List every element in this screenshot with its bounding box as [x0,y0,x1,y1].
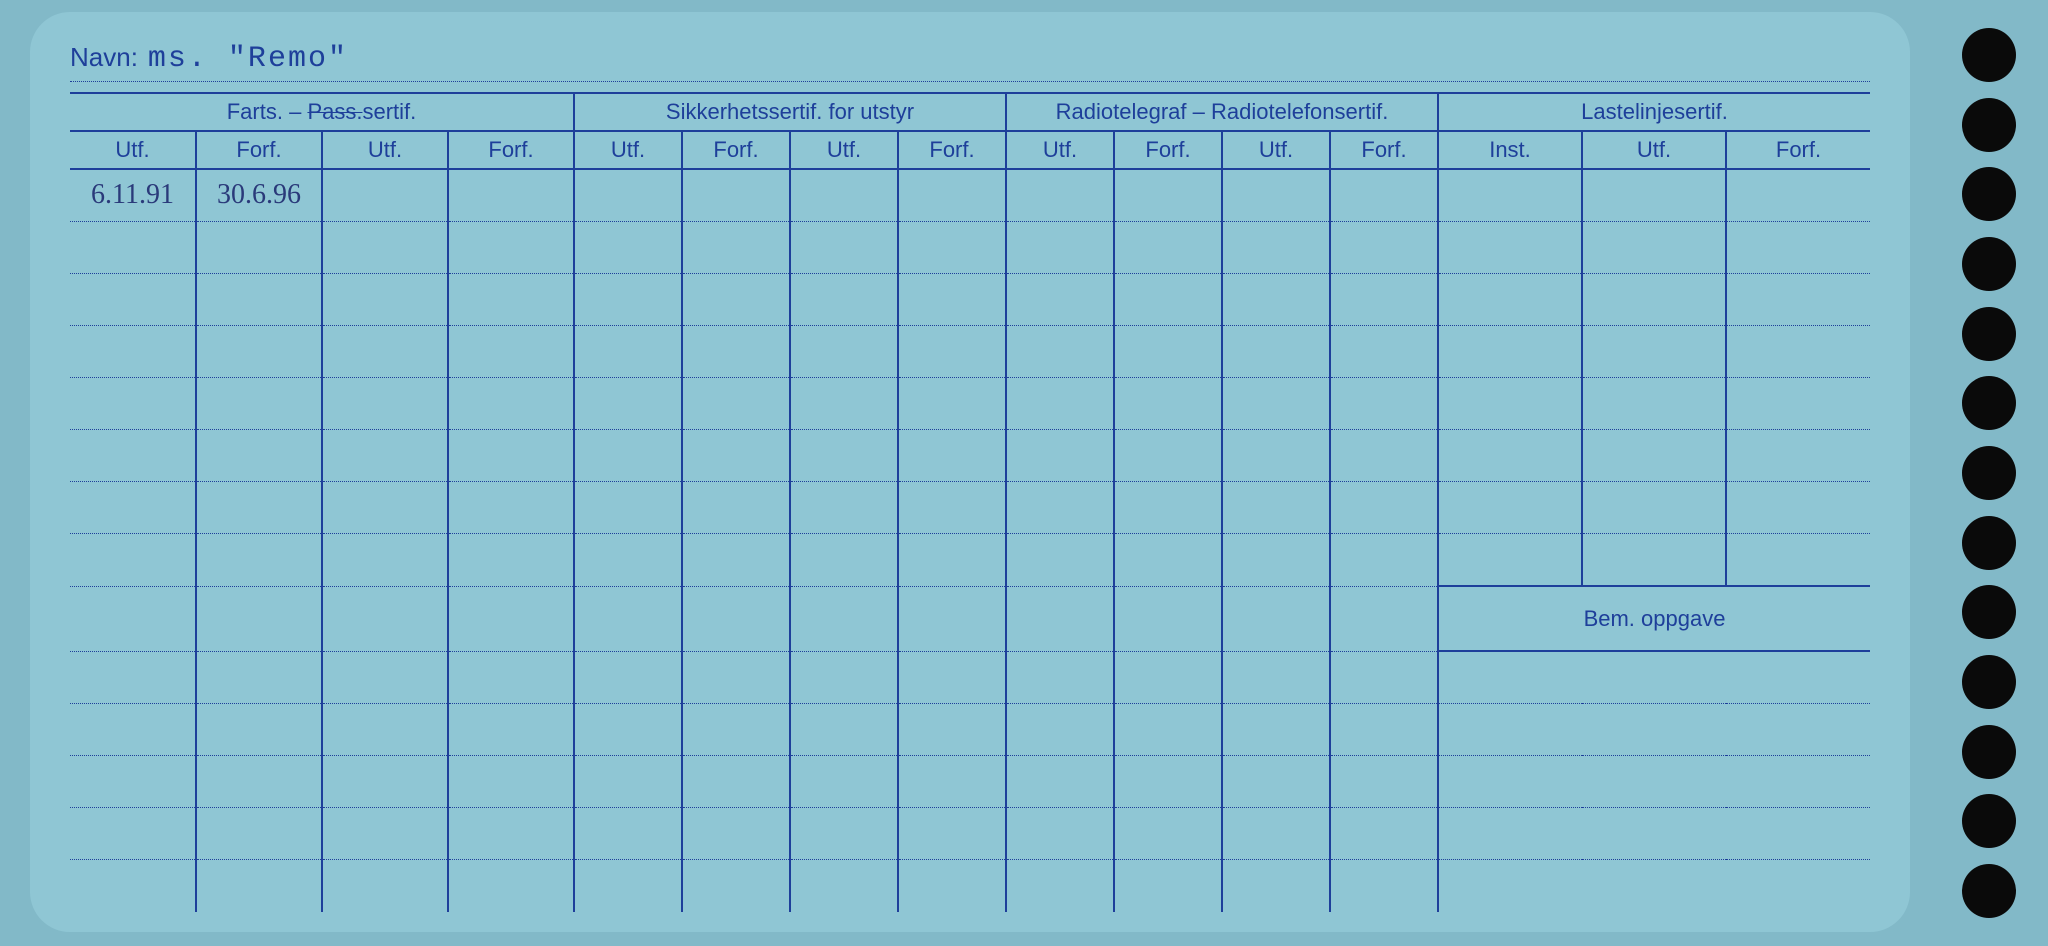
punch-hole-icon [1962,655,2016,709]
punch-hole-icon [1962,725,2016,779]
index-card: Navn: ms. "Remo" Farts. – Pass.sertif. [30,12,1910,932]
col-h: Forf. [1726,131,1870,169]
col-h: Utf. [1006,131,1114,169]
group-sikkerhet: Sikkerhetssertif. for utstyr [574,93,1006,131]
punch-hole-icon [1962,585,2016,639]
cell [1222,169,1330,221]
certificate-grid: Farts. – Pass.sertif. Sikkerhetssertif. … [70,92,1870,912]
table-row [70,534,1870,586]
cell: 30.6.96 [196,169,322,221]
col-h: Forf. [682,131,790,169]
navn-label: Navn: [70,42,138,73]
cell [1114,169,1222,221]
col-h: Utf. [70,131,196,169]
punch-hole-icon [1962,794,2016,848]
table-row [70,860,1870,912]
punch-hole-icon [1962,376,2016,430]
col-h: Utf. [1582,131,1726,169]
table-row [70,221,1870,273]
col-h: Forf. [196,131,322,169]
punch-hole-icon [1962,307,2016,361]
punch-hole-icon [1962,167,2016,221]
cell [682,169,790,221]
punch-hole-icon [1962,237,2016,291]
table-row [70,378,1870,430]
col-h: Utf. [790,131,898,169]
navn-row: Navn: ms. "Remo" [70,42,1870,82]
bem-oppgave-label: Bem. oppgave [1438,586,1870,651]
cell [898,169,1006,221]
cell [1726,169,1870,221]
table-row [70,482,1870,534]
col-h: Forf. [1330,131,1438,169]
group-header-row: Farts. – Pass.sertif. Sikkerhetssertif. … [70,93,1870,131]
col-h: Forf. [448,131,574,169]
punch-holes [1962,28,2022,918]
table-row [70,325,1870,377]
punch-hole-icon [1962,28,2016,82]
punch-hole-icon [1962,516,2016,570]
cell [1582,169,1726,221]
punch-hole-icon [1962,446,2016,500]
table-row [70,703,1870,755]
cell [1330,169,1438,221]
bem-row: Bem. oppgave [70,586,1870,651]
navn-value: ms. "Remo" [148,42,348,76]
group-radio: Radiotelegraf – Radiotelefonsertif. [1006,93,1438,131]
punch-hole-icon [1962,864,2016,918]
cell: 6.11.91 [70,169,196,221]
col-h: Forf. [1114,131,1222,169]
cell [322,169,448,221]
cell [448,169,574,221]
table-row [70,430,1870,482]
cert-table: Farts. – Pass.sertif. Sikkerhetssertif. … [70,92,1870,912]
group-lastelinje: Lastelinjesertif. [1438,93,1870,131]
punch-hole-icon [1962,98,2016,152]
col-h: Forf. [898,131,1006,169]
cell [790,169,898,221]
table-row [70,808,1870,860]
table-row [70,755,1870,807]
cell [1006,169,1114,221]
group-farts: Farts. – Pass.sertif. [70,93,574,131]
cell [574,169,682,221]
table-row [70,651,1870,703]
col-h: Utf. [574,131,682,169]
sub-header-row: Utf. Forf. Utf. Forf. Utf. Forf. Utf. Fo… [70,131,1870,169]
col-h: Inst. [1438,131,1582,169]
col-h: Utf. [1222,131,1330,169]
col-h: Utf. [322,131,448,169]
table-row: 6.11.91 30.6.96 [70,169,1870,221]
table-row [70,273,1870,325]
cell [1438,169,1582,221]
page: Navn: ms. "Remo" Farts. – Pass.sertif. [0,0,2048,946]
table-body: 6.11.91 30.6.96 [70,169,1870,912]
